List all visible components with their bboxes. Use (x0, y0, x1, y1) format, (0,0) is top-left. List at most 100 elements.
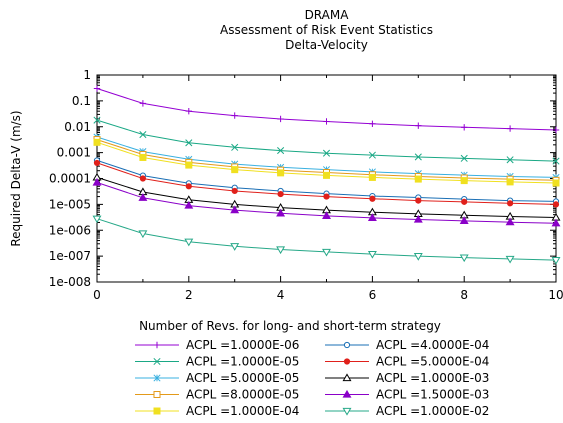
y-tick-label: 0.0001 (49, 172, 91, 186)
legend-label: ACPL =1.0000E-06 (186, 338, 299, 352)
data-point (461, 198, 468, 205)
legend-entry-5: ACPL =5.0000E-05 (135, 371, 299, 385)
x-tick-label: 6 (369, 288, 377, 302)
data-point (92, 215, 102, 224)
data-point (139, 175, 146, 182)
legend-entry-2: ACPL =4.0000E-04 (325, 338, 489, 352)
data-point (138, 193, 148, 201)
data-point (184, 238, 194, 247)
legend-label: ACPL =5.0000E-04 (376, 355, 489, 369)
data-point (185, 183, 192, 190)
y-tick-label: 1e-008 (49, 275, 91, 289)
legend-entry-7: ACPL =8.0000E-05 (135, 388, 299, 402)
data-point (93, 116, 101, 124)
legend-entry-9: ACPL =1.0000E-04 (135, 404, 299, 418)
data-point (185, 107, 192, 115)
data-point (369, 120, 376, 128)
data-point (231, 187, 238, 195)
x-axis-label: Number of Revs. for long- and short-term… (139, 319, 441, 333)
y-tick-label: 0.001 (57, 146, 91, 160)
data-point (367, 250, 377, 259)
chart-subtitle-2: Delta-Velocity (285, 38, 368, 52)
legend-entry-1: ACPL =1.0000E-06 (135, 338, 299, 352)
data-point (93, 85, 101, 92)
data-point (93, 138, 101, 146)
legend-entry-10: ACPL =1.0000E-02 (325, 404, 489, 418)
data-point (343, 341, 351, 349)
legend-entry-6: ACPL =1.0000E-03 (325, 371, 489, 385)
legend-label: ACPL =1.5000E-03 (376, 388, 489, 402)
x-tick-label: 10 (548, 288, 563, 302)
data-point (230, 205, 240, 214)
x-tick-label: 0 (93, 288, 101, 302)
legend-group: ACPL =1.0000E-06 ACPL =4.0000E-04 ACPL =1.… (135, 338, 489, 418)
y-tick-label: 1e-007 (49, 249, 91, 263)
legend-label: ACPL =1.0000E-05 (186, 355, 299, 369)
data-point (93, 159, 101, 167)
data-point (367, 213, 377, 222)
series-4 (93, 159, 560, 208)
data-point (551, 218, 561, 227)
series-10 (92, 215, 561, 265)
data-point (322, 248, 331, 257)
data-point (139, 100, 147, 107)
data-point (276, 208, 286, 217)
data-point (459, 216, 469, 224)
data-point (139, 153, 147, 161)
data-point (323, 118, 330, 125)
data-point (414, 175, 422, 183)
data-point (461, 124, 468, 131)
data-point (368, 151, 376, 159)
data-point (415, 122, 422, 129)
data-point (139, 130, 147, 139)
data-point (415, 197, 422, 204)
data-point (505, 217, 515, 226)
data-point (552, 157, 560, 165)
legend-entry-8: ACPL =1.5000E-03 (325, 388, 489, 402)
data-point (551, 257, 561, 265)
y-axis-label: Required Delta-V (m/s) (9, 110, 23, 246)
data-point (153, 374, 161, 382)
data-point (507, 200, 514, 207)
data-point (231, 166, 239, 174)
y-tick-label: 0.01 (64, 120, 91, 134)
series-1 (93, 85, 560, 134)
legend-label: ACPL =1.0000E-04 (186, 404, 299, 418)
data-point (342, 373, 352, 382)
data-point (506, 156, 514, 164)
legend-label: ACPL =1.0000E-02 (376, 404, 489, 418)
data-point (414, 153, 422, 161)
data-point (343, 358, 351, 365)
data-point (231, 143, 239, 151)
data-point (92, 177, 102, 186)
data-point (138, 230, 148, 239)
series-3 (93, 116, 560, 165)
data-point (184, 200, 194, 209)
data-point (277, 115, 284, 123)
legend-entry-3: ACPL =1.0000E-05 (135, 355, 299, 369)
data-point (413, 214, 423, 223)
data-point (342, 407, 352, 416)
data-point (277, 190, 284, 198)
data-point (505, 255, 515, 264)
data-point (506, 178, 514, 186)
data-point (276, 246, 286, 255)
data-point (342, 389, 352, 398)
data-point (153, 357, 161, 366)
data-point (368, 173, 376, 181)
y-tick-label: 1e-006 (49, 223, 91, 237)
chart-title-block: DRAMA Assessment of Risk Event Statistic… (95, 8, 558, 53)
data-point (322, 211, 331, 219)
data-point (459, 254, 469, 263)
data-point (153, 341, 161, 349)
data-point (413, 253, 423, 261)
legend-label: ACPL =8.0000E-05 (186, 388, 299, 402)
data-point (552, 201, 560, 208)
x-tick-label: 8 (460, 288, 468, 302)
data-point (277, 169, 285, 177)
data-point (277, 147, 285, 155)
legend-label: ACPL =5.0000E-05 (186, 371, 299, 385)
data-point (185, 139, 193, 147)
y-tick-label: 0.1 (72, 94, 91, 108)
